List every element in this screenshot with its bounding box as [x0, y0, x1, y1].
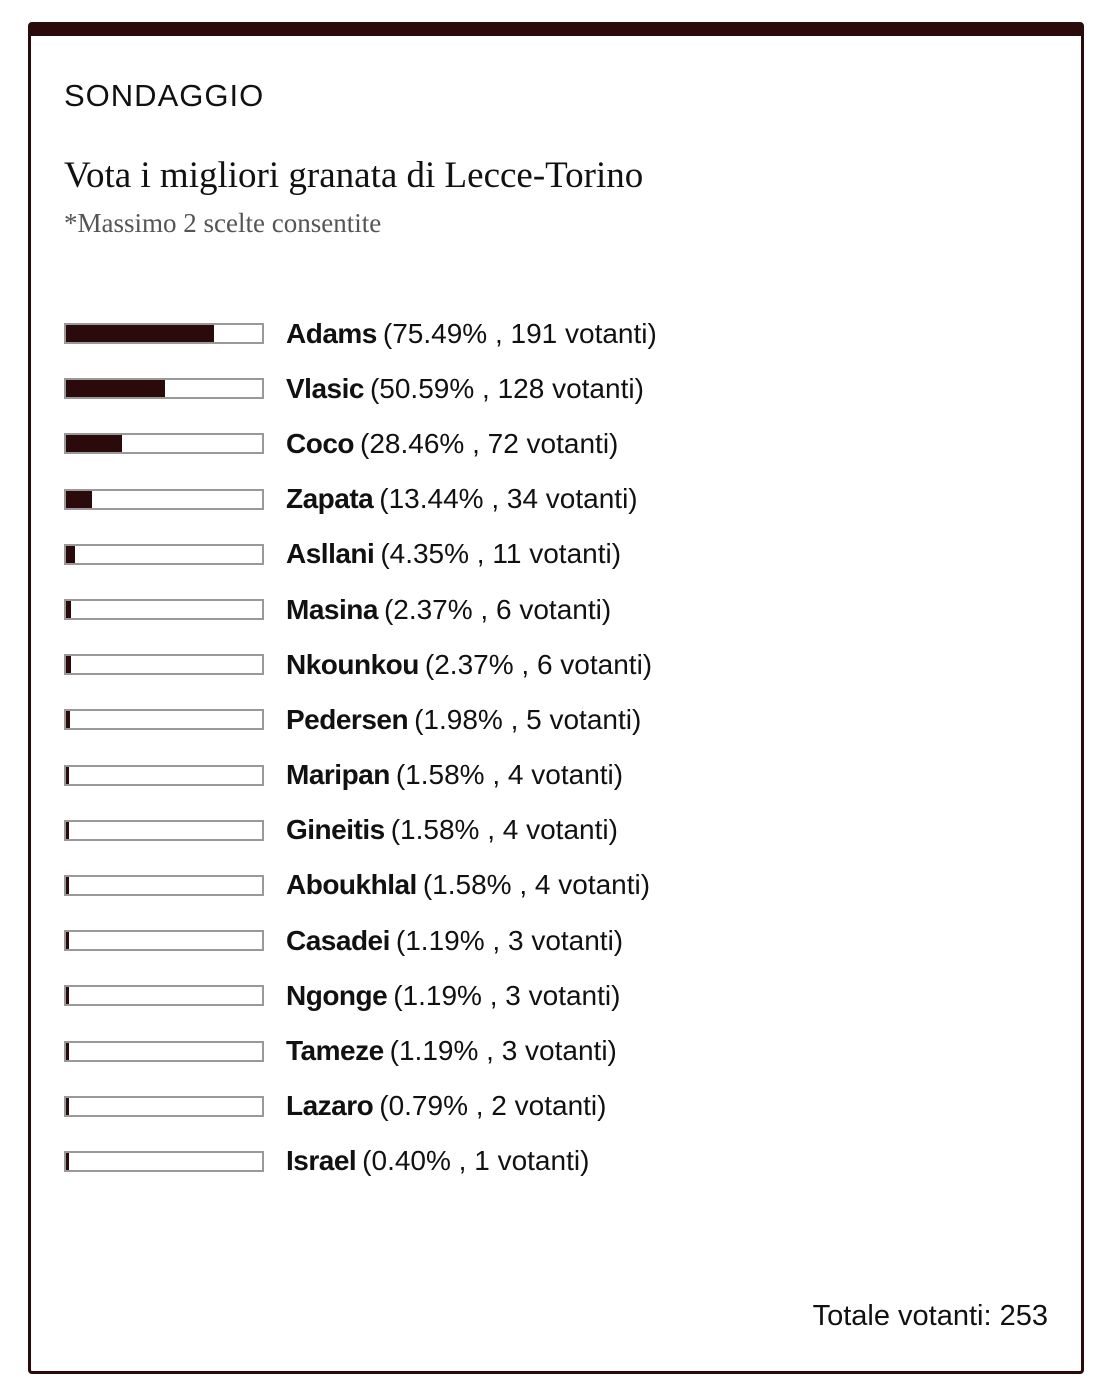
option-detail: (1.58% , 4 votanti): [395, 759, 624, 791]
option-name: Vlasic: [286, 372, 364, 404]
bar-fill: [66, 1152, 69, 1170]
total-votes: Totale votanti: 253: [812, 1300, 1048, 1332]
bar-track: [64, 819, 264, 841]
option-detail: (4.35% , 11 votanti): [380, 538, 622, 570]
bar-track: [64, 709, 264, 731]
bar-fill: [66, 380, 166, 398]
bar-fill: [66, 1097, 69, 1115]
bar-track: [64, 654, 264, 676]
option-detail: (2.37% , 6 votanti): [424, 648, 653, 680]
option-name: Coco: [286, 427, 355, 459]
poll-subtitle: *Massimo 2 scelte consentite: [64, 208, 382, 238]
bar-fill: [66, 545, 75, 563]
option-name: Adams: [286, 317, 377, 349]
bar-track: [64, 543, 264, 565]
poll-title: Vota i migliori granata di Lecce-Torino: [64, 155, 644, 196]
option-name: Tameze: [286, 1035, 384, 1067]
option-row: Asllani (4.35% , 11 votanti): [64, 527, 657, 582]
option-row: Vlasic (50.59% , 128 votanti): [64, 361, 657, 416]
option-name: Asllani: [286, 538, 375, 570]
kicker: SONDAGGIO: [64, 78, 265, 113]
bar-fill: [66, 932, 69, 950]
bar-fill: [66, 490, 93, 508]
option-detail: (0.40% , 1 votanti): [362, 1145, 590, 1177]
option-name: Lazaro: [286, 1090, 374, 1122]
option-row: Casadei (1.19% , 3 votanti): [64, 913, 657, 968]
option-name: Ngonge: [286, 979, 388, 1011]
option-detail: (50.59% , 128 votanti): [369, 372, 644, 404]
option-name: Pedersen: [286, 703, 409, 735]
bar-fill: [66, 876, 70, 894]
option-row: Coco (28.46% , 72 votanti): [64, 416, 657, 471]
bar-fill: [66, 325, 214, 343]
option-name: Israel: [286, 1145, 357, 1177]
option-detail: (1.58% , 4 votanti): [390, 814, 618, 846]
option-detail: (28.46% , 72 votanti): [360, 427, 619, 459]
option-name: Aboukhlal: [286, 869, 417, 901]
bar-fill: [66, 766, 70, 784]
option-detail: (1.19% , 3 votanti): [395, 924, 624, 956]
option-row: Masina (2.37% , 6 votanti): [64, 582, 657, 637]
option-name: Casadei: [286, 924, 390, 956]
poll-card: SONDAGGIO Vota i migliori granata di Lec…: [28, 22, 1084, 1374]
option-row: Gineitis (1.58% , 4 votanti): [64, 803, 657, 858]
bar-track: [64, 433, 264, 455]
option-row: Tameze (1.19% , 3 votanti): [64, 1023, 657, 1078]
option-detail: (13.44% , 34 votanti): [379, 483, 638, 515]
option-name: Nkounkou: [286, 648, 419, 680]
bar-track: [64, 1150, 264, 1172]
bar-track: [64, 985, 264, 1007]
option-row: Zapata (13.44% , 34 votanti): [64, 472, 657, 527]
option-name: Gineitis: [286, 814, 385, 846]
bar-fill: [66, 1042, 69, 1060]
bar-track: [64, 599, 264, 621]
option-detail: (2.37% , 6 votanti): [383, 593, 612, 625]
option-detail: (75.49% , 191 votanti): [382, 317, 657, 349]
poll-options: Adams (75.49% , 191 votanti) Vlasic (50.59%…: [64, 306, 657, 1189]
bar-track: [64, 1040, 264, 1062]
bar-track: [64, 874, 264, 896]
option-row: Pedersen (1.98% , 5 votanti): [64, 692, 657, 747]
bar-track: [64, 764, 264, 786]
option-row: Lazaro (0.79% , 2 votanti): [64, 1079, 657, 1134]
option-detail: (1.19% , 3 votanti): [389, 1035, 617, 1067]
bar-track: [64, 488, 264, 510]
option-row: Adams (75.49% , 191 votanti): [64, 306, 657, 361]
bar-fill: [66, 821, 70, 839]
option-row: Ngonge (1.19% , 3 votanti): [64, 968, 657, 1023]
bar-fill: [66, 656, 71, 674]
bar-fill: [66, 711, 70, 729]
option-name: Masina: [286, 593, 378, 625]
bar-fill: [66, 601, 71, 619]
option-name: Zapata: [286, 483, 374, 515]
option-row: Israel (0.40% , 1 votanti): [64, 1134, 657, 1189]
option-detail: (1.19% , 3 votanti): [393, 979, 621, 1011]
bar-track: [64, 930, 264, 952]
option-detail: (0.79% , 2 votanti): [379, 1090, 607, 1122]
bar-track: [64, 323, 264, 345]
option-detail: (1.98% , 5 votanti): [414, 703, 642, 735]
option-row: Nkounkou (2.37% , 6 votanti): [64, 637, 657, 692]
option-detail: (1.58% , 4 votanti): [422, 869, 651, 901]
option-row: Maripan (1.58% , 4 votanti): [64, 748, 657, 803]
bar-track: [64, 1095, 264, 1117]
option-row: Aboukhlal (1.58% , 4 votanti): [64, 858, 657, 913]
bar-track: [64, 378, 264, 400]
bar-fill: [66, 987, 69, 1005]
bar-fill: [66, 435, 122, 453]
option-name: Maripan: [286, 759, 390, 791]
